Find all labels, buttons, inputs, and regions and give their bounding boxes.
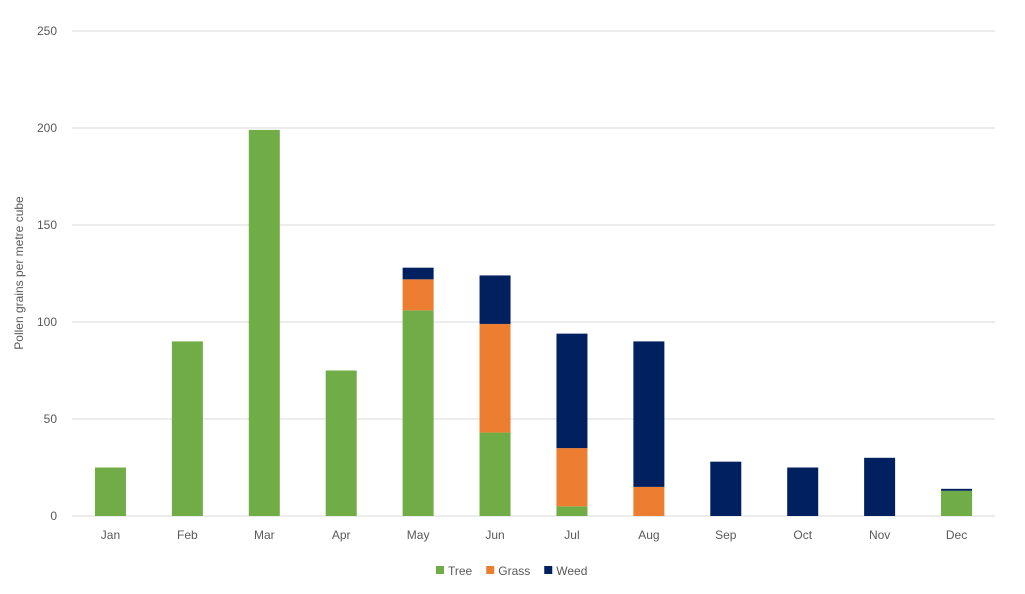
x-tick-label: Mar: [254, 528, 275, 542]
bar-grass: [556, 448, 588, 507]
bar-tree: [248, 129, 280, 516]
x-tick-label: May: [407, 528, 430, 542]
bar-weed: [941, 488, 973, 491]
bar-tree: [171, 341, 203, 516]
y-tick-label: 0: [50, 509, 57, 523]
bar-tree: [402, 310, 434, 516]
legend-label: Weed: [556, 564, 587, 578]
bar-tree: [941, 490, 973, 516]
x-tick-label: Feb: [177, 528, 198, 542]
bar-weed: [556, 333, 588, 449]
legend-swatch-weed: [544, 566, 553, 574]
bar-tree: [479, 432, 511, 516]
y-tick-label: 200: [37, 121, 57, 135]
legend-label: Tree: [448, 564, 473, 578]
y-tick-label: 250: [37, 24, 57, 38]
bar-weed: [402, 267, 434, 280]
bar-grass: [402, 279, 434, 311]
y-tick-label: 100: [37, 315, 57, 329]
bar-weed: [633, 341, 665, 487]
x-tick-label: Apr: [332, 528, 351, 542]
y-tick-label: 150: [37, 218, 57, 232]
bar-weed: [864, 457, 896, 516]
legend-label: Grass: [498, 564, 530, 578]
y-tick-label: 50: [44, 412, 58, 426]
bar-grass: [479, 323, 511, 433]
x-tick-label: Jun: [485, 528, 504, 542]
bar-tree: [325, 370, 357, 516]
bar-weed: [479, 275, 511, 324]
y-axis-label: Pollen grains per metre cube: [12, 196, 26, 350]
x-tick-label: Jan: [101, 528, 120, 542]
x-tick-label: Jul: [564, 528, 579, 542]
bar-grass: [633, 486, 665, 516]
x-tick-label: Dec: [946, 528, 967, 542]
x-tick-label: Aug: [638, 528, 659, 542]
x-tick-label: Sep: [715, 528, 737, 542]
bar-weed: [787, 467, 819, 516]
legend-swatch-grass: [486, 566, 495, 574]
x-tick-label: Nov: [869, 528, 890, 542]
bar-weed: [710, 461, 742, 516]
bar-tree: [94, 467, 126, 516]
x-tick-label: Oct: [793, 528, 812, 542]
bar-tree: [556, 506, 588, 516]
legend-swatch-tree: [436, 566, 444, 574]
